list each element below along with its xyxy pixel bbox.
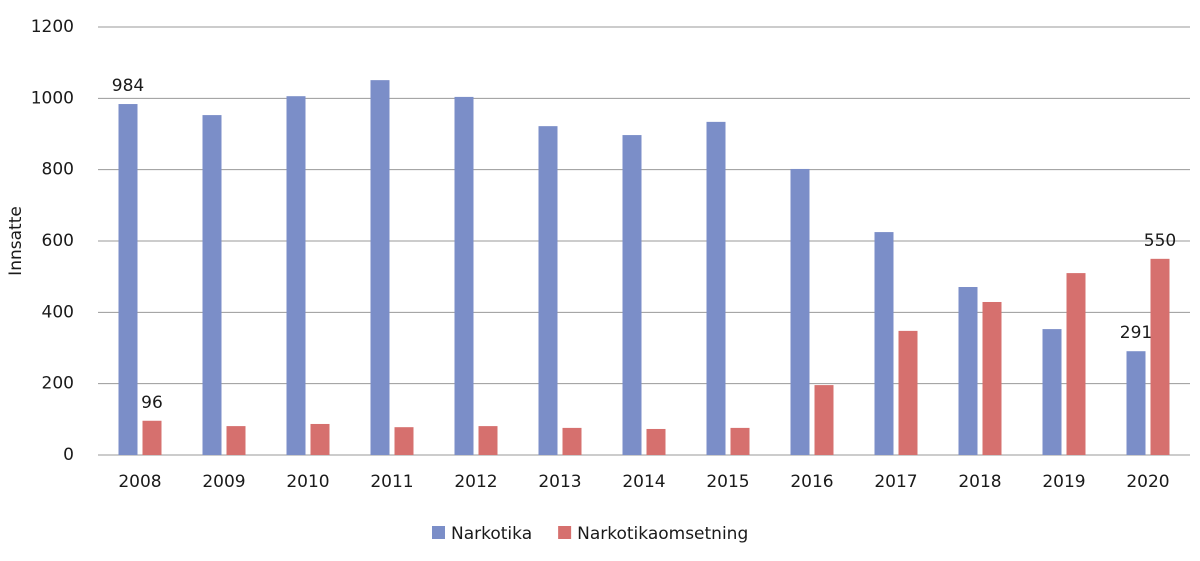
bar	[1066, 273, 1086, 455]
x-tick-label: 2010	[286, 472, 329, 492]
x-tick-label: 2014	[622, 472, 665, 492]
data-label: 96	[141, 393, 163, 413]
bar	[370, 80, 390, 455]
legend-swatch	[432, 526, 445, 539]
data-label: 550	[1144, 231, 1176, 251]
x-tick-label: 2018	[958, 472, 1001, 492]
legend-label: Narkotika	[451, 524, 532, 544]
data-label: 984	[112, 76, 144, 96]
bar	[1042, 329, 1062, 455]
data-label: 291	[1120, 323, 1152, 343]
x-tick-label: 2008	[118, 472, 161, 492]
x-tick-label: 2015	[706, 472, 749, 492]
bar	[394, 427, 414, 455]
x-tick-label: 2017	[874, 472, 917, 492]
bar	[118, 104, 138, 455]
x-tick-label: 2016	[790, 472, 833, 492]
bar	[958, 287, 978, 455]
bar	[478, 426, 498, 455]
x-tick-label: 2011	[370, 472, 413, 492]
x-tick-label: 2013	[538, 472, 581, 492]
legend-swatch	[558, 526, 572, 539]
bar	[646, 428, 666, 455]
bar	[1150, 258, 1170, 455]
bar	[1126, 351, 1146, 455]
x-tick-label: 2020	[1126, 472, 1169, 492]
bar	[538, 126, 558, 456]
y-tick-label: 0	[63, 445, 74, 465]
x-tick-label: 2012	[454, 472, 497, 492]
bar	[706, 121, 726, 455]
y-tick-label: 200	[42, 374, 74, 394]
x-tick-label: 2019	[1042, 472, 1085, 492]
y-tick-label: 400	[42, 302, 74, 322]
bar	[622, 135, 642, 455]
bar	[454, 96, 474, 455]
y-tick-label: 600	[42, 231, 74, 251]
bar	[982, 301, 1002, 455]
bar	[898, 330, 918, 455]
bar	[142, 420, 162, 455]
bar	[202, 115, 222, 455]
bar	[874, 232, 894, 455]
y-axis-title: Innsatte	[6, 206, 26, 276]
bar	[790, 168, 810, 455]
bar	[310, 423, 330, 455]
bar	[226, 426, 246, 455]
y-tick-label: 1000	[31, 88, 74, 108]
bar	[730, 427, 750, 455]
y-tick-label: 800	[42, 160, 74, 180]
bar	[814, 385, 834, 455]
x-tick-label: 2009	[202, 472, 245, 492]
bar	[286, 96, 306, 456]
y-tick-label: 1200	[31, 17, 74, 37]
legend-label: Narkotikaomsetning	[577, 524, 748, 544]
bar	[562, 427, 582, 455]
